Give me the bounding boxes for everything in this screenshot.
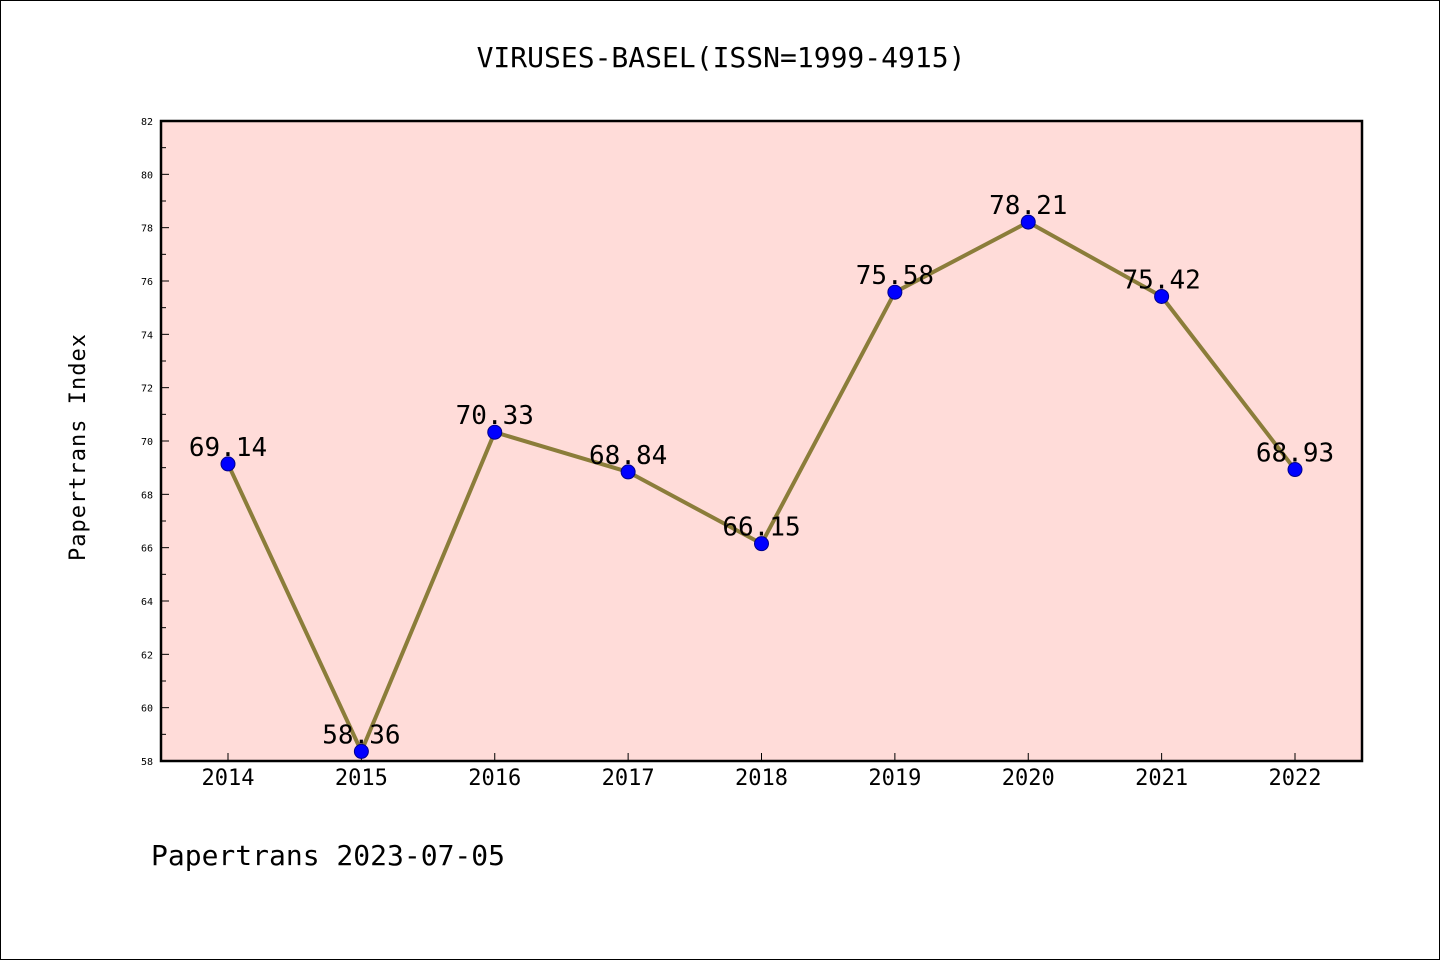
data-point-2021 — [1154, 288, 1170, 304]
data-label-2014: 69.14 — [189, 433, 267, 463]
data-point-2018 — [754, 536, 769, 552]
y-tick-label: 66 — [141, 544, 153, 555]
x-tick-label: 2022 — [1269, 766, 1322, 791]
data-labels: 69.14 58.36 70.33 68.84 66.15 75.58 78.21 75.42… — [189, 191, 1334, 750]
y-tick-label: 76 — [141, 277, 153, 288]
data-point-2016 — [487, 424, 503, 440]
y-tick-label: 60 — [141, 704, 153, 715]
y-tick-label: 78 — [141, 224, 153, 235]
x-tick-label: 2014 — [202, 766, 255, 791]
y-tick-label: 82 — [141, 117, 153, 128]
data-label-2022: 68.93 — [1256, 439, 1334, 469]
plot-area — [159, 119, 1364, 763]
y-tick-label: 68 — [141, 490, 153, 501]
x-tick-label: 2016 — [468, 766, 521, 791]
data-point-2019 — [887, 284, 903, 300]
data-label-2018: 66.15 — [722, 513, 800, 543]
data-label-2016: 70.33 — [456, 401, 534, 431]
data-label-2019: 75.58 — [856, 261, 934, 291]
data-point-2022 — [1287, 462, 1303, 478]
x-tick-label: 2021 — [1135, 766, 1188, 791]
y-axis-label: Papertrans Index — [66, 333, 91, 561]
y-tick-label: 74 — [141, 330, 153, 341]
y-tick-label: 72 — [141, 384, 153, 395]
data-point-2020 — [1020, 214, 1036, 230]
y-tick-label: 58 — [141, 757, 153, 768]
x-tick-label: 2019 — [868, 766, 921, 791]
data-point-2017 — [620, 464, 636, 480]
y-tick-label: 64 — [141, 597, 153, 608]
data-label-2020: 78.21 — [989, 191, 1067, 221]
y-tick-label: 70 — [141, 437, 153, 448]
y-tick-label: 80 — [141, 170, 153, 181]
y-axis: 58 60 62 64 66 68 70 72 74 76 78 80 82 — [141, 117, 169, 768]
footer-text: Papertrans 2023-07-05 — [151, 839, 505, 872]
chart-title: VIRUSES-BASEL(ISSN=1999-4915) — [477, 41, 966, 74]
x-tick-label: 2015 — [335, 766, 388, 791]
x-tick-label: 2018 — [735, 766, 788, 791]
data-label-2021: 75.42 — [1122, 265, 1200, 295]
x-tick-label: 2020 — [1002, 766, 1055, 791]
x-tick-label: 2017 — [602, 766, 655, 791]
data-label-2017: 68.84 — [589, 441, 667, 471]
x-axis: 2014 2015 2016 2017 2018 2019 2020 2021 2022 — [202, 753, 1322, 791]
data-label-2015: 58.36 — [322, 720, 400, 750]
data-points — [220, 214, 1303, 759]
y-tick-label: 62 — [141, 650, 153, 661]
data-point-2015 — [353, 743, 369, 759]
data-point-2014 — [220, 456, 236, 472]
